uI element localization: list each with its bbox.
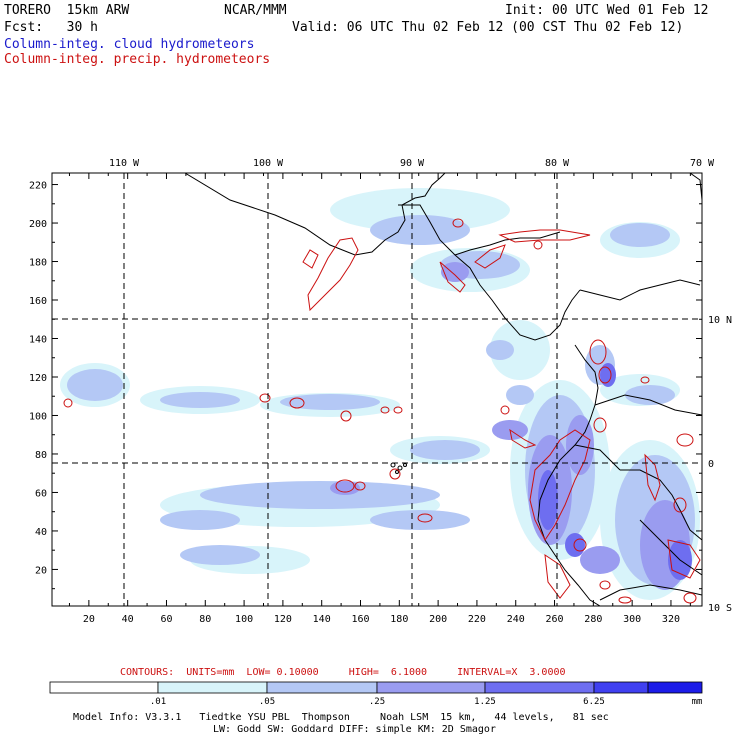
forecast-hour: Fcst: 30 h xyxy=(4,20,98,35)
x-tick-label: 240 xyxy=(507,614,525,625)
x-tick-label: 160 xyxy=(351,614,369,625)
field-precip-label: Column-integ. precip. hydrometeors xyxy=(4,52,271,67)
map-frame xyxy=(51,172,703,607)
colorbar-label-125: 1.25 xyxy=(474,697,496,707)
valid-time: Valid: 06 UTC Thu 02 Feb 12 (00 CST Thu … xyxy=(292,20,684,35)
model-title: TORERO 15km ARW xyxy=(4,3,130,18)
x-tick-label: 280 xyxy=(584,614,602,625)
y-tick-label: 20 xyxy=(35,565,47,576)
x-tick-label: 20 xyxy=(83,614,95,625)
colorbar-swatch xyxy=(484,681,595,694)
colorbar xyxy=(49,681,703,694)
colorbar-swatch xyxy=(376,681,486,694)
lat-label-10s: 10 S xyxy=(708,603,732,614)
y-tick-label: 60 xyxy=(35,488,47,499)
lon-label-70w: 70 W xyxy=(690,158,715,169)
y-tick-label: 80 xyxy=(35,450,47,461)
x-tick-label: 120 xyxy=(274,614,292,625)
lon-label-110w: 110 W xyxy=(109,158,140,169)
x-tick-label: 80 xyxy=(199,614,211,625)
x-tick-label: 300 xyxy=(623,614,641,625)
x-tick-label: 100 xyxy=(235,614,253,625)
cloud-hydrometeor-fill xyxy=(60,188,700,600)
organization-label: NCAR/MMM xyxy=(224,3,287,18)
x-tick-label: 140 xyxy=(313,614,331,625)
precip-contours xyxy=(63,218,701,604)
y-tick-label: 140 xyxy=(29,335,47,346)
field-cloud-label: Column-integ. cloud hydrometeors xyxy=(4,37,255,52)
y-tick-label: 40 xyxy=(35,527,47,538)
y-tick-label: 160 xyxy=(29,296,47,307)
y-tick-label: 200 xyxy=(29,219,47,230)
x-tick-label: 260 xyxy=(546,614,564,625)
x-tick-label: 320 xyxy=(662,614,680,625)
colorbar-swatch xyxy=(49,681,159,694)
colorbar-label-025: .25 xyxy=(369,697,385,707)
colorbar-swatch xyxy=(647,681,703,694)
lat-lon-grid xyxy=(52,173,702,606)
lon-label-90w: 90 W xyxy=(400,158,425,169)
colorbar-swatch xyxy=(266,681,378,694)
x-tick-label: 200 xyxy=(429,614,447,625)
contour-info: CONTOURS: UNITS=mm LOW= 0.10000 HIGH= 6.… xyxy=(120,667,566,678)
colorbar-swatch xyxy=(157,681,268,694)
lat-label-0: 0 xyxy=(708,459,714,470)
colorbar-swatch xyxy=(593,681,649,694)
colorbar-label-625: 6.25 xyxy=(583,697,605,707)
x-tick-labels: 20 40 60 80 100 120 140 160 180 200 220 240 260 280 30… xyxy=(83,614,680,625)
y-tick-label: 100 xyxy=(29,411,47,422)
colorbar-label-001: .01 xyxy=(150,697,166,707)
colorbar-unit: mm xyxy=(692,697,703,707)
y-tick-label: 220 xyxy=(29,181,47,192)
y-tick-label: 180 xyxy=(29,258,47,269)
x-tick-label: 220 xyxy=(468,614,486,625)
lon-label-80w: 80 W xyxy=(545,158,570,169)
lon-label-100w: 100 W xyxy=(253,158,284,169)
x-tick-label: 40 xyxy=(122,614,134,625)
x-tick-label: 60 xyxy=(160,614,172,625)
y-tick-labels: 20 40 60 80 100 120 140 160 180 200 220 xyxy=(29,181,47,577)
model-info-line1: Model Info: V3.3.1 Tiedtke YSU PBL Thomp… xyxy=(73,712,609,723)
colorbar-label-005: .05 xyxy=(259,697,275,707)
lat-label-10n: 10 N xyxy=(708,315,732,326)
x-tick-label: 180 xyxy=(390,614,408,625)
model-info-line2: LW: Godd SW: Goddard DIFF: simple KM: 2D… xyxy=(213,724,496,735)
y-tick-label: 120 xyxy=(29,373,47,384)
init-time: Init: 00 UTC Wed 01 Feb 12 xyxy=(505,3,709,18)
axis-ticks xyxy=(52,173,702,606)
